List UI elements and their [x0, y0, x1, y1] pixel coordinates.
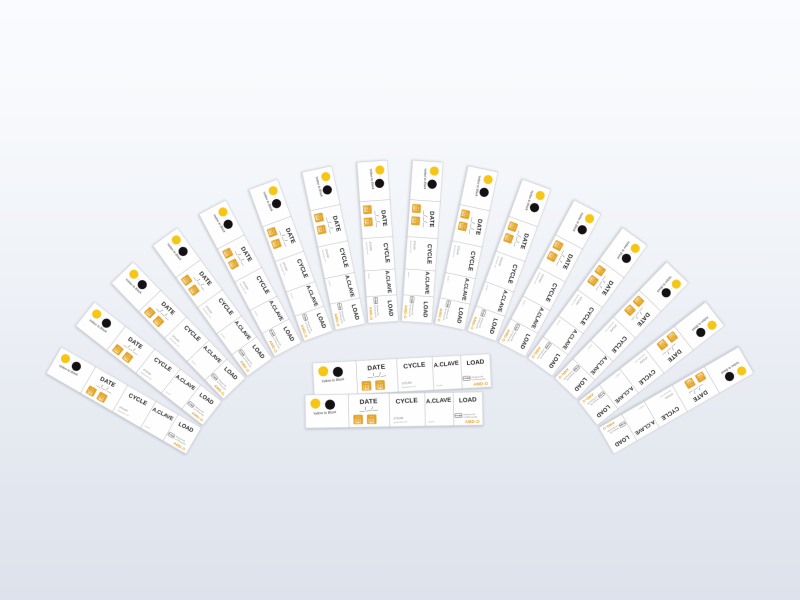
svg-text:121°C: 121°C: [356, 422, 362, 424]
svg-text:TYVEK: TYVEK: [463, 378, 470, 380]
svg-text:→: →: [329, 369, 332, 373]
svg-text:CYCLE: CYCLE: [425, 244, 431, 264]
svg-text:A.CLAVE: A.CLAVE: [423, 271, 429, 294]
svg-text:134°C: 134°C: [369, 421, 375, 424]
svg-text:DATE: DATE: [359, 398, 378, 406]
svg-text:→: →: [321, 401, 324, 405]
svg-text:LOAD: LOAD: [459, 396, 478, 404]
svg-text:→: →: [432, 176, 436, 179]
svg-text:TYVEK: TYVEK: [455, 415, 462, 417]
svg-text:STEAM: STEAM: [413, 241, 417, 250]
svg-text:→: →: [379, 175, 383, 178]
svg-text:__/__/__: __/__/__: [423, 210, 428, 228]
svg-text:LOAD: LOAD: [422, 301, 428, 317]
svg-text:STEAM: STEAM: [393, 416, 404, 421]
svg-text:121°C: 121°C: [364, 388, 370, 390]
svg-text:AMD-O: AMD-O: [473, 381, 489, 387]
svg-text:Scale #: Scale #: [407, 272, 409, 278]
svg-text:AMD-O: AMD-O: [465, 419, 480, 424]
svg-text:Yellow to Black: Yellow to Black: [423, 168, 427, 190]
